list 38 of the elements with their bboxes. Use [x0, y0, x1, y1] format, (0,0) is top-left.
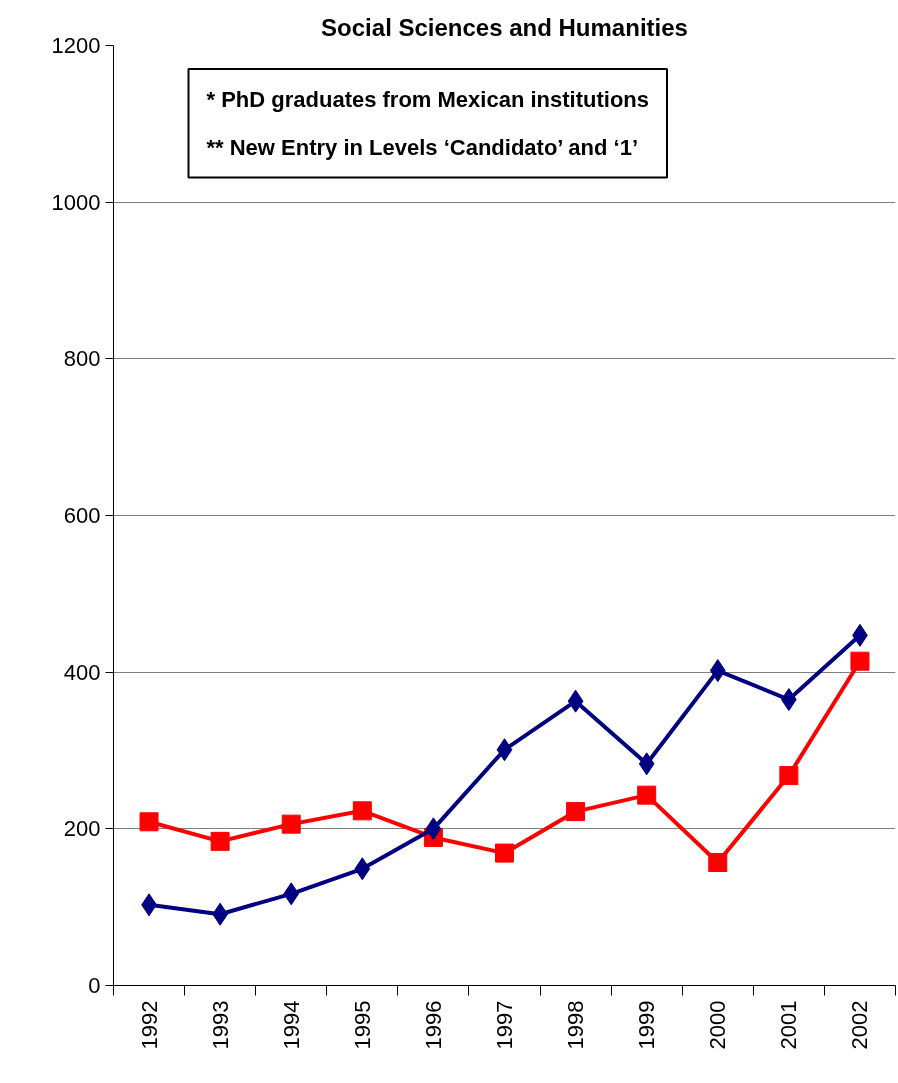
point: [567, 689, 584, 713]
x-tick-label: 1993: [207, 1000, 233, 1050]
point: [354, 857, 371, 881]
point: [139, 812, 159, 832]
x-tick-label: 1992: [136, 1000, 162, 1050]
x-tick-label: 2001: [776, 1000, 802, 1050]
x-tick-label: 1998: [563, 1000, 589, 1050]
y-tick-label: 1000: [51, 189, 101, 215]
x-tick-label: 1996: [420, 1000, 446, 1050]
point: [709, 659, 726, 683]
point: [425, 817, 442, 841]
point: [283, 882, 300, 906]
point: [495, 843, 514, 863]
y-tick-label: 1200: [51, 33, 101, 58]
x-tick-label: 2002: [847, 1000, 873, 1050]
point: [352, 801, 372, 821]
x-tick-label: 1999: [634, 1000, 660, 1050]
x-tick-label: 1997: [492, 1000, 517, 1050]
point: [638, 752, 655, 776]
x-tick-label: 2000: [705, 1000, 731, 1050]
x-tick-label: 1994: [278, 1000, 304, 1050]
y-tick-label: 600: [63, 503, 101, 528]
chart-title: Social Sciences and Humanities: [321, 13, 688, 41]
annotation: * PhD graduates from Mexican institutions: [206, 87, 650, 112]
point: [210, 831, 230, 851]
point: [850, 651, 870, 671]
annotation: ** New Entry in Levels ‘Candidato’ and ‘1’: [206, 134, 639, 160]
point: [779, 766, 799, 786]
y-tick-label: 0: [88, 973, 101, 998]
point: [637, 785, 657, 805]
point: [496, 738, 513, 762]
point: [281, 814, 301, 834]
y-tick-label: 800: [63, 346, 101, 372]
y-tick-label: 200: [63, 816, 101, 842]
point: [566, 802, 586, 822]
x-tick-label: 1995: [349, 1000, 375, 1050]
point: [708, 853, 728, 873]
y-tick-label: 400: [63, 659, 101, 685]
